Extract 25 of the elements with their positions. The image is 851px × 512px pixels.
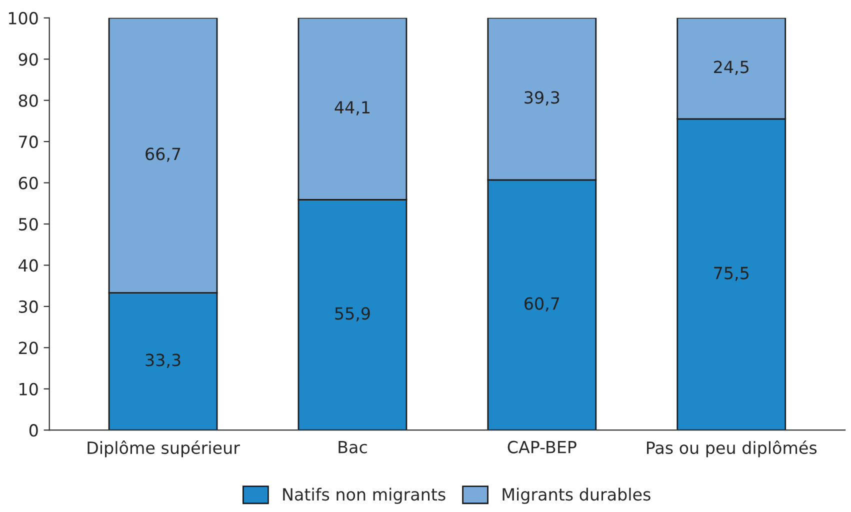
data-label: 44,1 bbox=[334, 101, 370, 116]
data-label: 24,5 bbox=[714, 60, 748, 75]
y-tick-label: 60 bbox=[18, 176, 38, 190]
y-tick-label: 10 bbox=[20, 382, 38, 396]
y-tick-label: 0 bbox=[29, 424, 38, 437]
y-tick-label: 80 bbox=[18, 94, 38, 107]
y-tick-label: 100 bbox=[8, 12, 38, 24]
y-tick-label: 50 bbox=[19, 218, 38, 231]
data-label: 75,5 bbox=[714, 266, 748, 282]
data-label: 66,7 bbox=[146, 148, 180, 162]
x-tick-label: CAP-BEP bbox=[508, 440, 576, 454]
y-tick-label: 30 bbox=[19, 300, 38, 313]
data-label: 60,7 bbox=[524, 297, 560, 312]
y-tick-label: 90 bbox=[18, 53, 38, 66]
data-label: 55,9 bbox=[335, 307, 370, 322]
y-tick-label: 70 bbox=[19, 136, 38, 148]
y-tick-label: 40 bbox=[18, 259, 38, 272]
x-tick-label: Pas ou peu diplômés bbox=[646, 440, 817, 458]
data-label: 33,3 bbox=[146, 354, 180, 368]
legend-label: Natifs non migrants bbox=[283, 488, 446, 504]
y-tick-label: 20 bbox=[18, 342, 38, 354]
x-tick-label: Diplôme supérieur bbox=[88, 440, 240, 458]
data-label: 39,3 bbox=[524, 91, 560, 106]
legend-label: Migrants durables bbox=[502, 488, 650, 504]
x-tick-label: Bac bbox=[338, 441, 367, 454]
